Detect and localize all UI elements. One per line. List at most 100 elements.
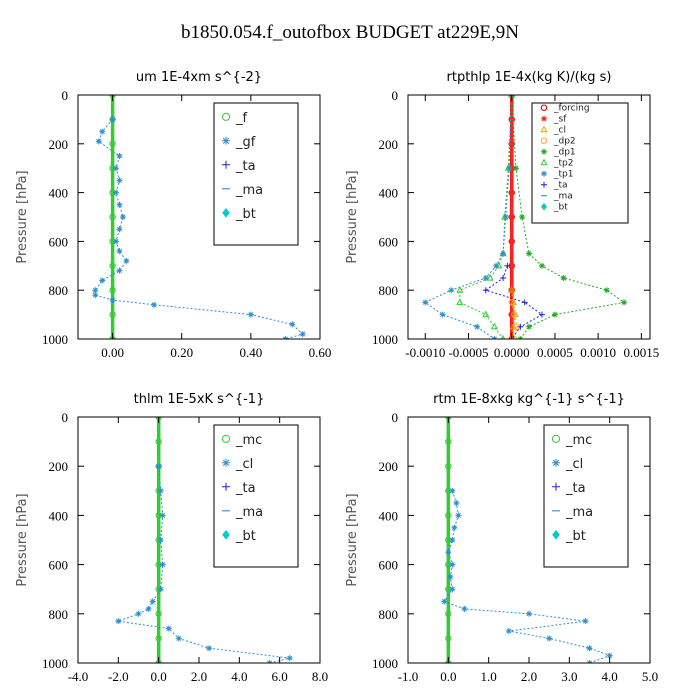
- chart-panel-4: rtm 1E-8xkg kg^{-1} s^{-1} Pressure [hPa]…: [345, 392, 658, 684]
- legend-entry-cl: _cl: [553, 126, 566, 136]
- legend-entry-gf: _gf: [235, 135, 256, 150]
- data-point: [441, 598, 448, 605]
- data-point: [95, 138, 102, 145]
- data-point: [299, 331, 306, 338]
- y-axis-label: Pressure [hPa]: [15, 170, 30, 263]
- data-point: [504, 262, 511, 269]
- data-point: [109, 311, 116, 318]
- y-tick-label: 800: [49, 283, 69, 298]
- series-line-dp1: [511, 95, 626, 339]
- legend-marker: [222, 458, 230, 467]
- legend-marker: [552, 482, 560, 491]
- data-point: [509, 322, 517, 330]
- legend-entry-cl: _cl: [235, 457, 253, 472]
- data-point: [482, 287, 489, 294]
- data-point: [123, 257, 130, 264]
- data-point: [115, 618, 122, 625]
- series-line-tp1: [424, 95, 513, 339]
- data-point: [449, 487, 456, 494]
- data-point: [151, 301, 158, 308]
- data-point: [439, 311, 446, 318]
- data-point: [474, 323, 481, 330]
- y-tick-label: 400: [379, 508, 399, 523]
- data-point: [175, 635, 182, 642]
- data-point: [546, 635, 553, 642]
- legend-entry-ma: _ma: [235, 183, 263, 198]
- data-point: [109, 296, 116, 303]
- y-tick-label: 600: [49, 558, 69, 573]
- data-point: [149, 598, 156, 605]
- data-point: [113, 165, 120, 172]
- data-point: [621, 299, 628, 306]
- legend-entry-mc: _mc: [235, 433, 262, 448]
- panel-title: um 1E-4xm s^{-2}: [136, 70, 262, 85]
- legend-box: [531, 102, 629, 224]
- x-tick-label: -0.0010: [405, 345, 445, 360]
- legend-marker: [541, 170, 547, 177]
- data-point: [526, 250, 532, 257]
- y-tick-label: 0: [392, 410, 399, 425]
- panel-title: rtm 1E-8xkg kg^{-1} s^{-1}: [433, 392, 625, 407]
- y-tick-label: 1000: [42, 332, 68, 347]
- legend-marker: [222, 160, 230, 169]
- legend-marker: [540, 137, 548, 144]
- data-point: [109, 213, 116, 221]
- x-tick-label: 0.0: [151, 669, 167, 684]
- legend: _forcing_sf_cl_dp2_dp1_tp2_tp1_ta_ma_bt: [531, 102, 629, 224]
- legend-marker: [221, 434, 231, 443]
- data-point: [157, 586, 164, 593]
- data-point: [447, 573, 454, 580]
- y-tick-label: 600: [379, 558, 399, 573]
- y-tick-label: 0: [62, 88, 69, 103]
- data-point: [157, 487, 164, 494]
- data-point: [449, 561, 456, 568]
- data-point: [247, 311, 254, 318]
- y-tick-label: 600: [379, 234, 399, 249]
- x-tick-label: 6.0: [272, 669, 288, 684]
- x-tick-label: 2.0: [191, 669, 207, 684]
- y-axis-label: Pressure [hPa]: [15, 493, 30, 586]
- legend-entry-bt: _bt: [235, 207, 256, 222]
- data-point: [508, 286, 516, 293]
- legend-entry-ta: _ta: [553, 181, 568, 191]
- x-tick-label: 3.0: [561, 669, 577, 684]
- data-point: [159, 512, 166, 519]
- x-tick-label: 2.0: [521, 669, 537, 684]
- x-tick-label: 0.40: [239, 345, 262, 360]
- data-point: [165, 625, 172, 632]
- x-tick-label: 4.0: [602, 669, 618, 684]
- data-point: [445, 438, 452, 445]
- data-point: [508, 140, 515, 147]
- data-point: [445, 463, 452, 470]
- legend-marker: [222, 136, 230, 145]
- data-point: [92, 292, 99, 299]
- y-tick-label: 0: [62, 410, 69, 425]
- data-point: [538, 262, 545, 269]
- data-point: [461, 605, 468, 612]
- legend-entry-f: _f: [235, 111, 248, 126]
- y-tick-label: 400: [379, 186, 399, 201]
- data-point: [551, 311, 558, 318]
- x-tick-label: 0.20: [170, 345, 193, 360]
- series-line-cl: [118, 466, 290, 663]
- panel-title: rtpthlp 1E-4x(kg K)/(kg s): [447, 70, 612, 85]
- series-line-cl: [443, 490, 612, 663]
- data-point: [603, 287, 610, 294]
- y-tick-label: 400: [49, 508, 69, 523]
- legend-marker: [551, 434, 561, 443]
- data-point: [582, 618, 589, 625]
- data-point: [99, 277, 106, 284]
- y-tick-label: 200: [379, 137, 399, 152]
- legend-entry-ma: _ma: [565, 505, 593, 520]
- data-point: [508, 262, 515, 269]
- legend-marker: [552, 529, 560, 540]
- x-tick-label: 8.0: [312, 669, 328, 684]
- data-point: [116, 226, 123, 233]
- plot-area: [422, 95, 628, 339]
- data-point: [606, 652, 613, 659]
- data-point: [455, 512, 462, 519]
- data-point: [502, 214, 509, 220]
- data-point: [206, 645, 213, 652]
- data-point: [109, 262, 116, 269]
